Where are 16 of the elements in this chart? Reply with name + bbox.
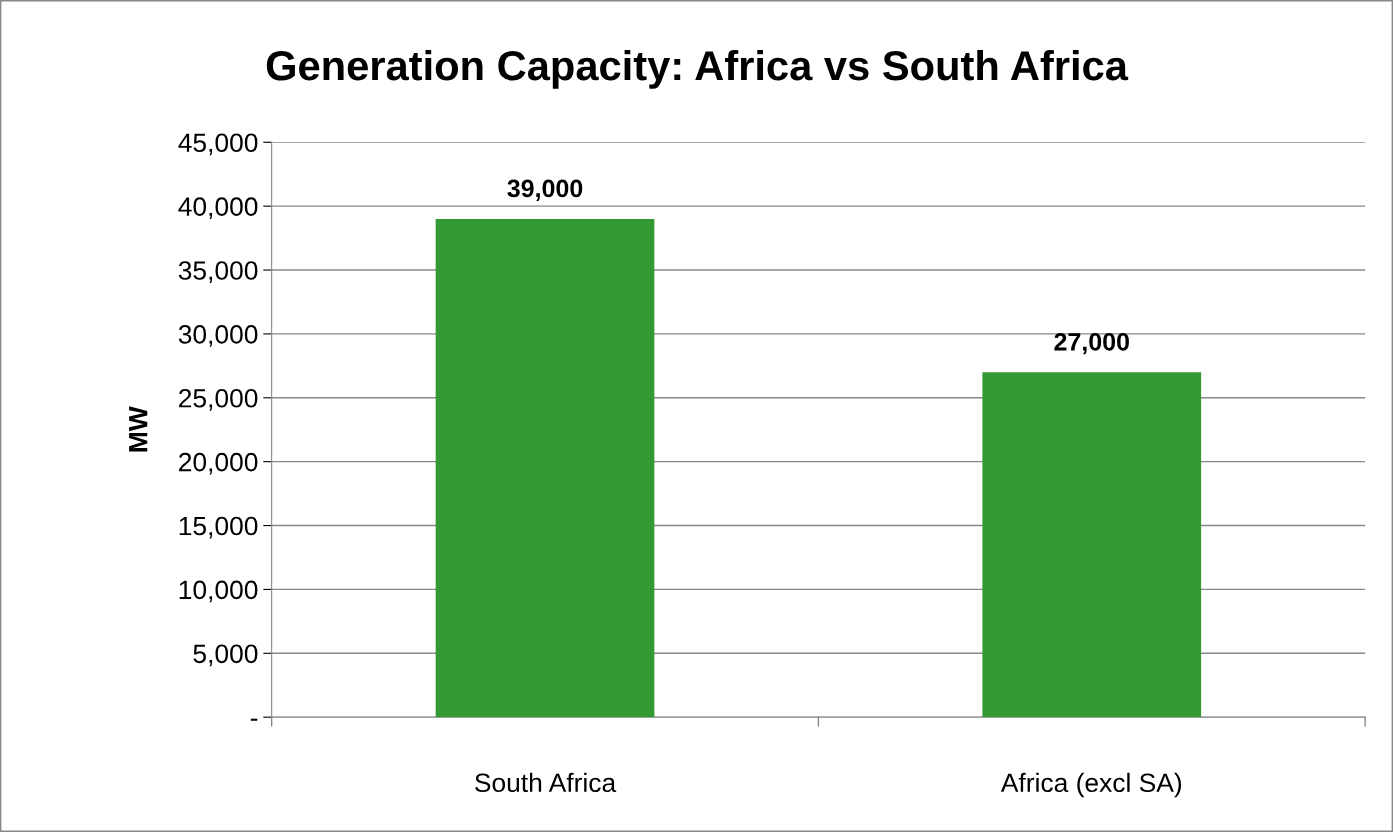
y-tick-label: 20,000 — [179, 452, 258, 475]
y-tick-label: - — [250, 718, 258, 721]
y-tick-label: 35,000 — [178, 261, 258, 283]
data-label: 39,000 — [507, 179, 583, 201]
y-tick-label: 5,000 — [193, 644, 258, 667]
y-tick-label: 25,000 — [179, 388, 258, 411]
x-tick-label: South Africa — [475, 772, 617, 793]
y-tick-label: 10,000 — [179, 580, 258, 603]
y-tick-label: 15,000 — [179, 516, 258, 539]
y-tick-label: 40,000 — [178, 197, 258, 220]
y-tick-label: 30,000 — [178, 325, 258, 347]
chart-title: Generation Capacity: Africa vs South Africa — [266, 49, 1129, 89]
data-label: 27,000 — [1054, 332, 1129, 355]
y-axis-title: MW — [129, 406, 148, 452]
x-tick-label: Africa (excl SA) — [1000, 772, 1182, 798]
y-tick-label: 45,000 — [178, 133, 258, 156]
